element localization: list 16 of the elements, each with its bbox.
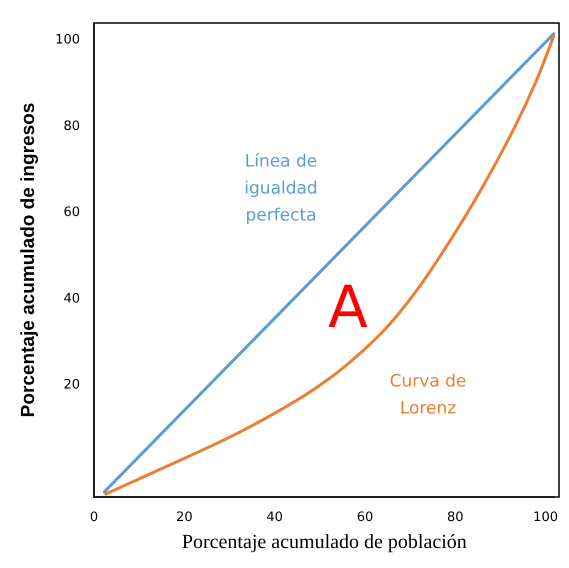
x-tick-label: 40 bbox=[266, 510, 283, 525]
x-axis-title: Porcentaje acumulado de población bbox=[182, 531, 467, 553]
y-tick-label: 20 bbox=[63, 377, 80, 392]
x-tick-label: 80 bbox=[447, 510, 464, 525]
y-tick-label: 40 bbox=[63, 291, 80, 306]
x-tick-label: 100 bbox=[533, 510, 558, 525]
x-tick-label: 0 bbox=[90, 510, 98, 525]
y-tick-label: 60 bbox=[63, 205, 80, 220]
y-tick-label: 100 bbox=[55, 32, 80, 48]
y-tick-label: 80 bbox=[63, 118, 80, 134]
y-axis-title: Porcentaje acumulado de ingresos bbox=[18, 102, 39, 418]
x-tick-label: 60 bbox=[356, 510, 374, 525]
x-tick-label: 20 bbox=[176, 510, 193, 525]
series-label: Curva de Lorenz bbox=[390, 372, 466, 418]
text: Línea de igualdad perfecta bbox=[244, 152, 318, 226]
annotation: A bbox=[328, 273, 368, 341]
